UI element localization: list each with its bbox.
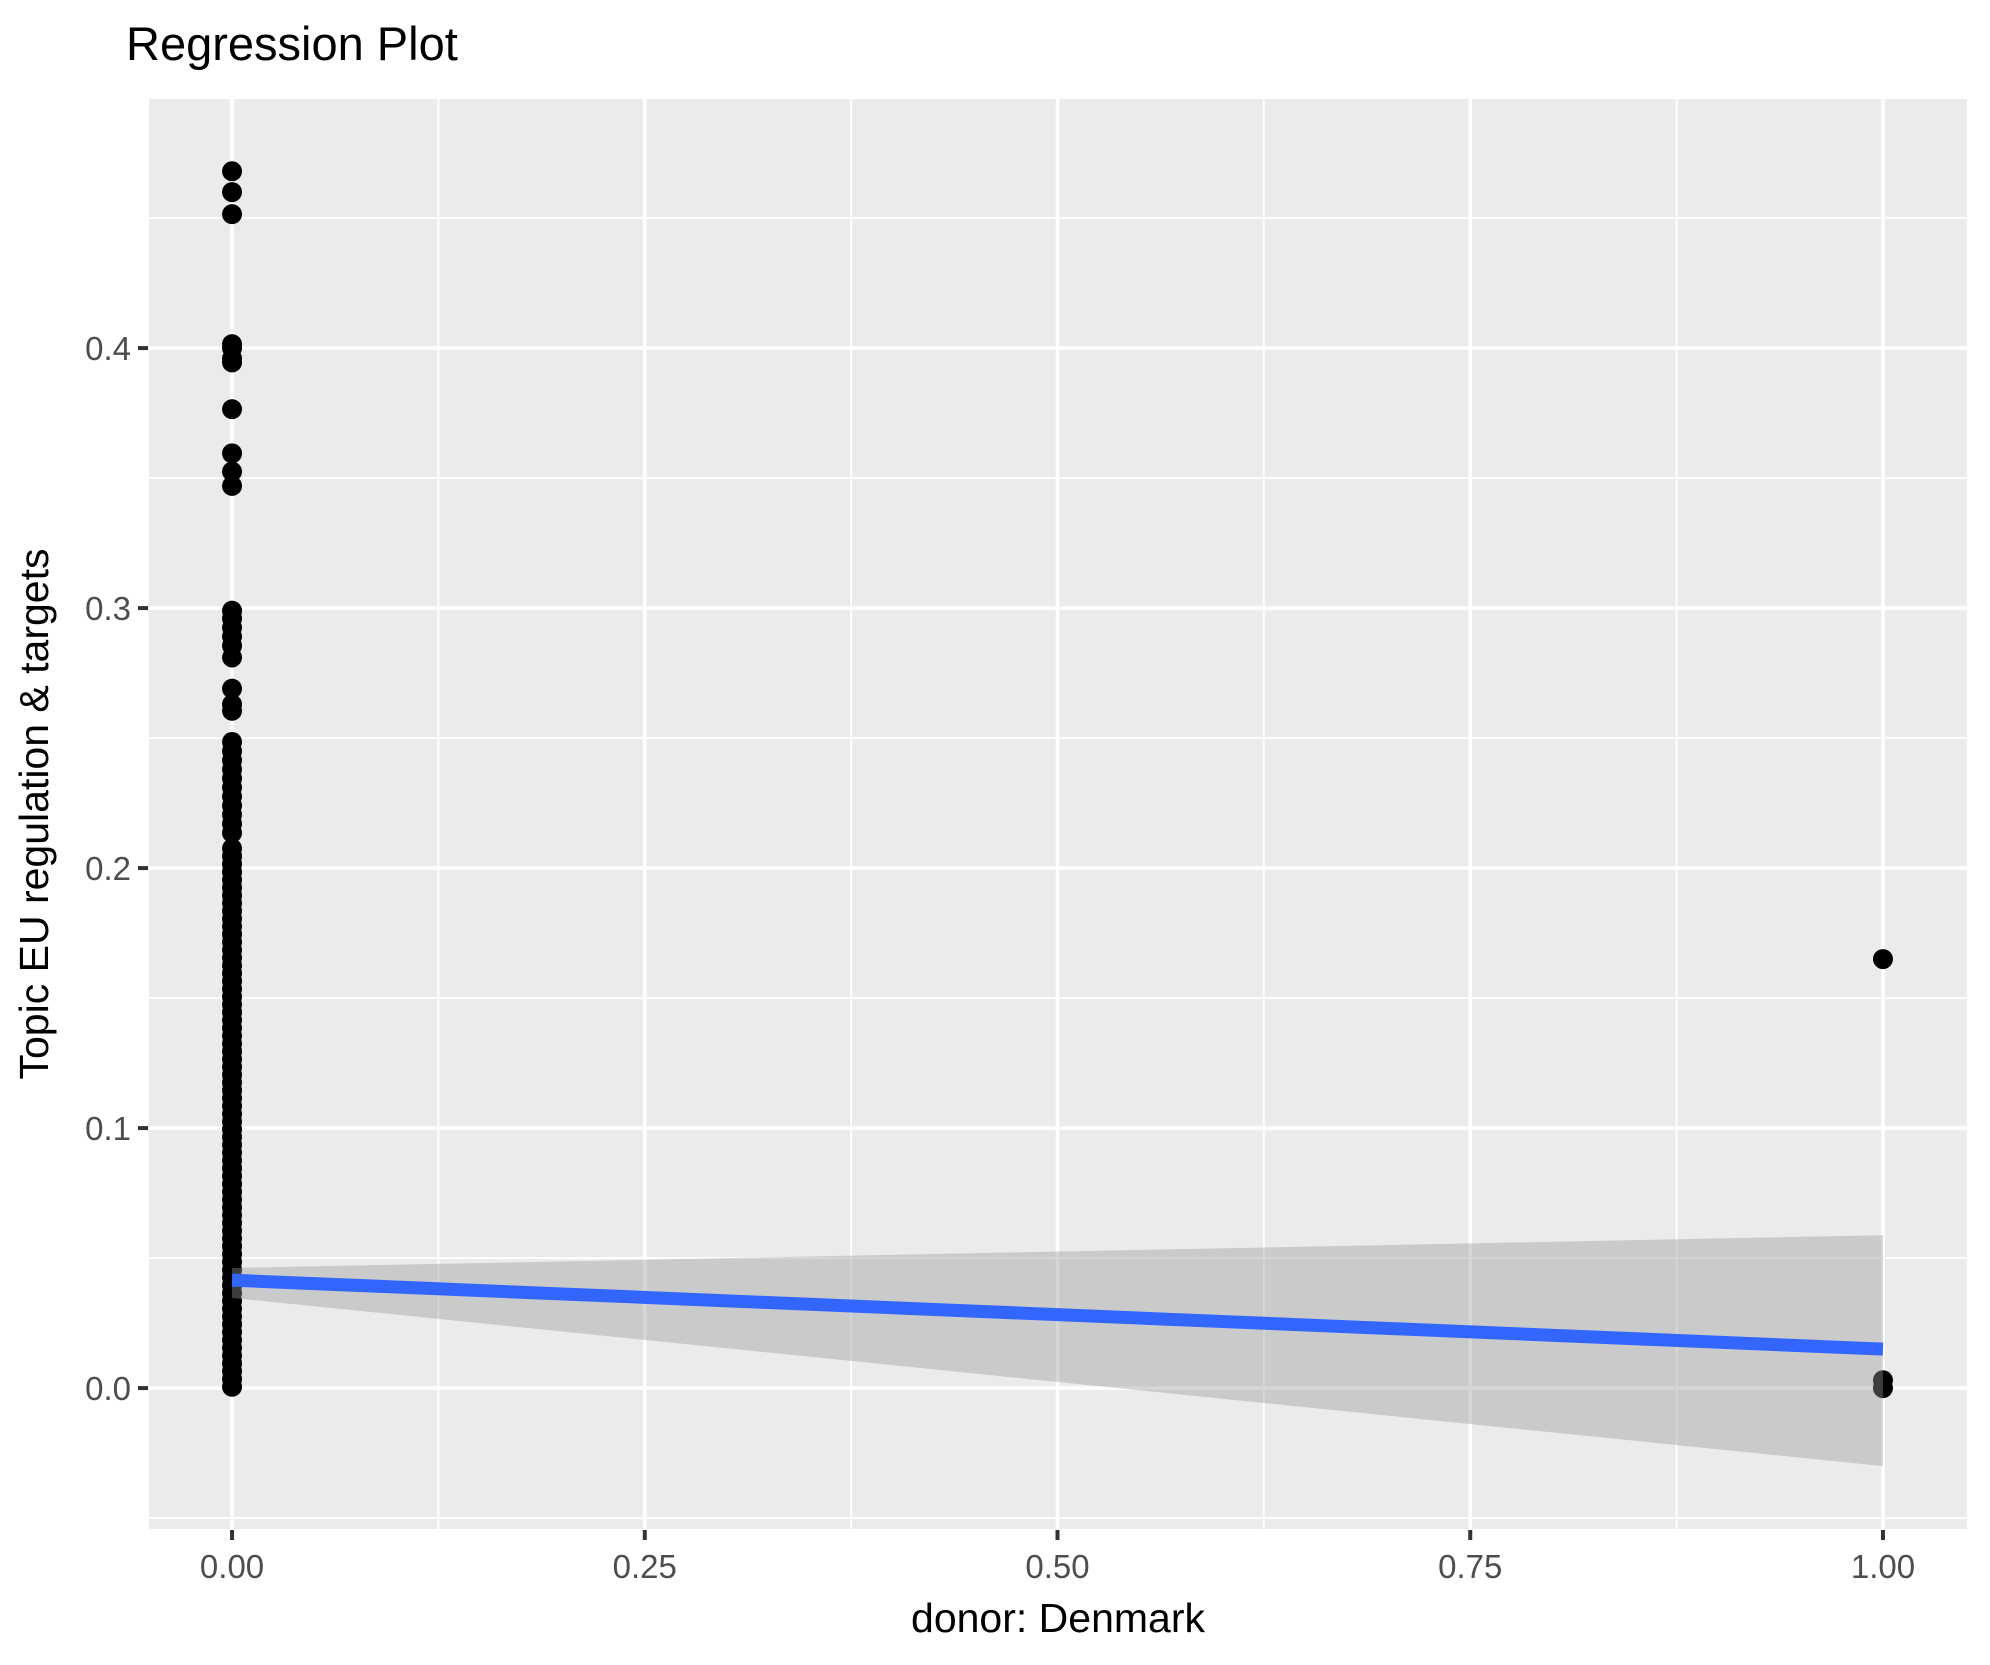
scatter-points: [222, 161, 1893, 1399]
data-point: [222, 700, 243, 721]
data-point: [222, 399, 243, 420]
data-point: [1872, 949, 1893, 970]
regression-line: [231, 1273, 1884, 1356]
x-tick-label: 0.75: [1438, 1548, 1502, 1585]
data-point: [222, 647, 243, 668]
plot-title: Regression Plot: [126, 17, 458, 70]
data-point: [222, 204, 243, 225]
y-tick-label: 0.2: [85, 850, 131, 887]
y-tick-label: 0.1: [85, 1110, 131, 1147]
y-tick-label: 0.0: [85, 1370, 131, 1407]
data-point: [222, 822, 243, 843]
data-point: [222, 678, 243, 699]
data-point: [1872, 1378, 1893, 1399]
data-point: [222, 443, 243, 464]
y-tick-label: 0.4: [85, 330, 131, 367]
y-axis-tick-labels: 0.0 0.1 0.2 0.3 0.4: [85, 330, 131, 1407]
x-tick-label: 0.50: [1025, 1548, 1089, 1585]
data-point: [222, 461, 243, 482]
axis-tick-marks: [138, 346, 1885, 1540]
data-point: [222, 475, 243, 496]
y-axis-title: Topic EU regulation & targets: [11, 549, 57, 1080]
x-tick-label: 1.00: [1851, 1548, 1915, 1585]
data-point: [222, 161, 243, 182]
data-point: [222, 182, 243, 203]
x-tick-label: 0.25: [613, 1548, 677, 1585]
x-axis-tick-labels: 0.00 0.25 0.50 0.75 1.00: [200, 1548, 1915, 1585]
x-tick-label: 0.00: [200, 1548, 264, 1585]
y-tick-label: 0.3: [85, 590, 131, 627]
data-point: [222, 1376, 243, 1397]
data-point: [222, 352, 243, 373]
x-axis-title: donor: Denmark: [911, 1595, 1205, 1641]
